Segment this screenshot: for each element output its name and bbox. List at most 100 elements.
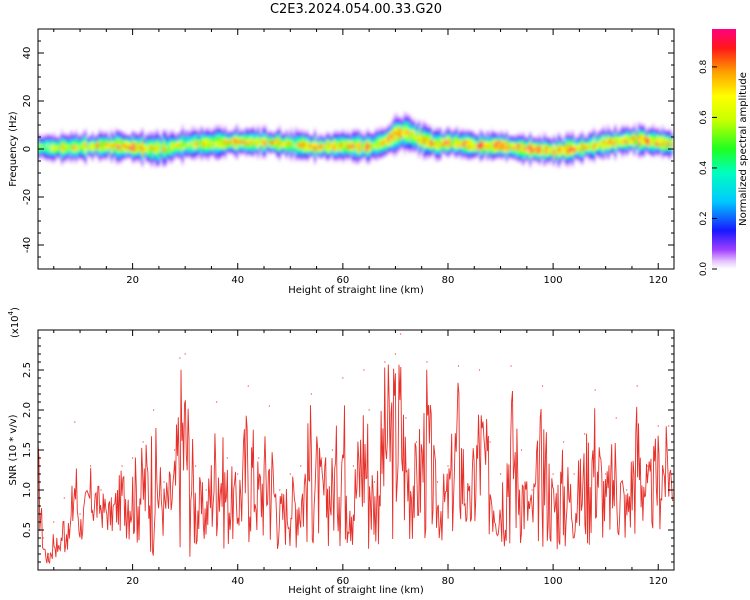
spectrogram-cell: [157, 133, 160, 137]
spectrogram-cell: [526, 150, 529, 153]
spectrogram-cell: [470, 154, 473, 157]
spectrogram-cell: [628, 130, 631, 134]
spectrogram-cell: [79, 133, 82, 137]
spectrogram-cell: [441, 136, 444, 140]
snr-peak-point: [216, 401, 218, 403]
spectrogram-cell: [131, 132, 134, 136]
spectrogram-cell: [479, 133, 482, 137]
spectrogram-cell: [67, 136, 71, 140]
spectrogram-cell: [484, 148, 487, 151]
spectrogram-cell: [84, 132, 87, 136]
spectrogram-cell: [79, 140, 82, 144]
spectrogram-cell: [283, 135, 286, 139]
snr-peak-point: [331, 449, 333, 451]
spectrogram-cell: [559, 162, 563, 165]
spectrogram-cell: [295, 154, 298, 158]
spectrogram-cell: [200, 141, 203, 144]
spectrogram-cell: [190, 145, 194, 148]
spectrogram-cell: [493, 153, 496, 156]
spectrogram-cell: [323, 150, 326, 154]
spectrogram-cell: [607, 156, 610, 160]
spectrogram-cell: [174, 141, 177, 145]
spectrogram-cell: [541, 153, 544, 157]
spectrogram-cell: [295, 145, 298, 149]
spectrogram-cell: [340, 147, 343, 150]
spectrogram-cell: [609, 129, 612, 133]
spectrogram-cell: [164, 145, 168, 149]
spectrogram-cell: [619, 130, 622, 133]
spectrogram-cell: [115, 129, 118, 133]
spectrogram-cell: [429, 148, 432, 152]
spectrogram-cell: [463, 144, 466, 148]
spectrogram-cell: [122, 134, 125, 137]
spectrogram-cell: [162, 129, 165, 133]
spectrogram-cell: [607, 150, 610, 153]
spectrogram-cell: [217, 157, 220, 161]
spectrogram-cell: [562, 144, 565, 148]
spectrogram-cell: [254, 148, 257, 152]
spectrogram-cell: [183, 132, 186, 136]
spectrogram-cell: [413, 149, 416, 153]
spectrogram-cell: [84, 152, 87, 155]
spectrogram-cell: [401, 127, 404, 131]
spectrogram-cell: [120, 145, 123, 149]
spectrogram-cell: [328, 138, 331, 142]
spectrogram-cell: [562, 146, 565, 150]
spectrogram-cell: [318, 132, 321, 136]
spectrogram-cell: [214, 148, 217, 152]
spectrogram-cell: [453, 149, 456, 152]
spectrogram-cell: [266, 150, 269, 154]
spectrogram-cell: [174, 137, 177, 141]
spectrogram-cell: [394, 138, 397, 142]
spectrogram-cell: [311, 155, 314, 158]
spectrogram-cell: [434, 159, 437, 162]
spectrogram-cell: [529, 137, 532, 141]
spectrogram-cell: [65, 136, 68, 139]
spectrogram-cell: [574, 138, 577, 141]
spectrogram-cell: [472, 147, 475, 150]
spectrogram-cell: [555, 144, 558, 148]
spectrogram-cell: [465, 135, 468, 139]
spectrogram-cell: [373, 132, 376, 135]
spectrogram-cell: [458, 151, 461, 154]
spectrogram-cell: [358, 145, 362, 148]
spectrogram-cell: [484, 145, 487, 149]
spectrogram-cell: [266, 135, 269, 139]
spectrogram-cell: [434, 126, 437, 130]
spectrogram-cell: [505, 145, 508, 148]
spectrogram-cell: [588, 131, 591, 135]
spectrogram-cell: [179, 131, 182, 135]
spectrogram-cell: [664, 149, 667, 152]
spectrogram-cell: [498, 140, 501, 144]
spectrogram-cell: [269, 150, 272, 154]
spectrogram-cell: [652, 146, 655, 150]
spectrogram-cell: [276, 147, 279, 151]
spectrogram-cell: [640, 153, 643, 157]
spectrogram-cell: [458, 140, 461, 144]
spectrogram-cell: [597, 145, 600, 149]
spectrogram-cell: [299, 135, 302, 139]
spectrogram-cell: [609, 148, 612, 152]
spectrogram-cell: [110, 152, 113, 155]
spectrogram-cell: [652, 138, 655, 141]
spectrogram-cell: [316, 138, 319, 141]
spectrogram-cell: [422, 130, 425, 133]
spectrogram-cell: [451, 149, 454, 153]
spectrogram-cell: [446, 126, 449, 129]
spectrogram-cell: [455, 144, 459, 148]
spectrogram-cell: [661, 124, 664, 128]
spectrogram-cell: [628, 150, 631, 154]
spectrogram-cell: [420, 142, 423, 145]
spectrogram-cell: [401, 117, 404, 120]
spectrogram-cell: [664, 134, 667, 137]
spectrogram-cell: [373, 134, 376, 138]
spectrogram-cell: [79, 151, 82, 154]
spectrogram-cell: [640, 151, 643, 155]
spectrogram-cell: [406, 115, 409, 119]
spectrogram-cell: [60, 152, 64, 156]
spectrogram-cell: [261, 128, 265, 132]
spectrogram-cell: [321, 147, 324, 151]
spectrogram-cell: [659, 143, 662, 147]
spectrogram-cell: [408, 138, 411, 141]
spectrogram-cell: [363, 141, 366, 145]
